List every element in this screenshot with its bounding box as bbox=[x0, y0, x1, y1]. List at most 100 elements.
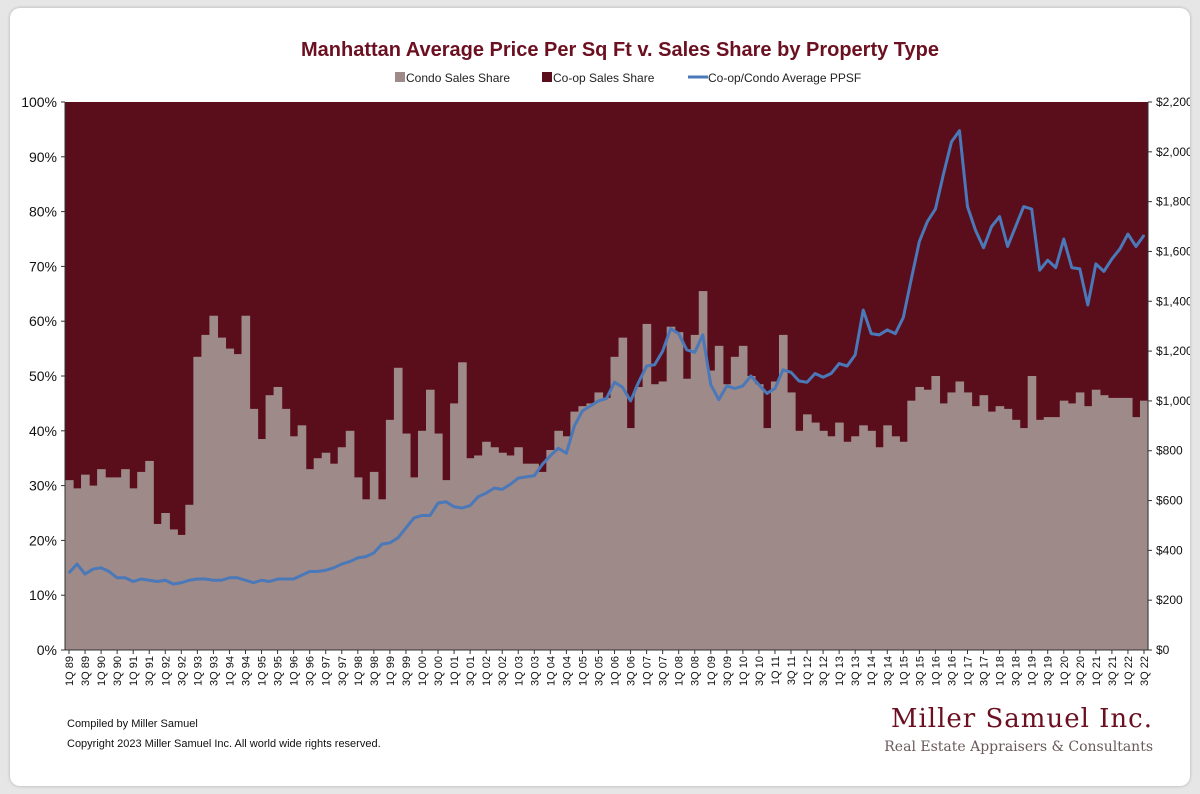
ppsf-point bbox=[509, 483, 512, 486]
y-right-tick-label: $1,600 bbox=[1156, 244, 1190, 258]
condo-bar bbox=[698, 291, 708, 650]
ppsf-point bbox=[685, 349, 688, 351]
x-tick-label: 3Q 01 bbox=[465, 656, 477, 686]
condo-bar bbox=[474, 455, 483, 650]
footer-copyright: Copyright 2023 Miller Samuel Inc. All wo… bbox=[67, 738, 381, 750]
ppsf-point bbox=[870, 332, 873, 335]
ppsf-point bbox=[92, 568, 94, 570]
x-tick-label: 3Q 15 bbox=[914, 656, 926, 686]
legend-label-condo: Condo Sales Share bbox=[406, 71, 510, 85]
condo-bar bbox=[121, 469, 130, 650]
ppsf-point bbox=[677, 332, 680, 335]
condo-bar bbox=[891, 436, 900, 650]
ppsf-point bbox=[180, 581, 183, 584]
chart-svg: Manhattan Average Price Per Sq Ft v. Sal… bbox=[21, 39, 1190, 755]
x-tick-label: 3Q 02 bbox=[497, 656, 509, 686]
condo-bar bbox=[65, 480, 74, 650]
ppsf-point bbox=[1014, 225, 1017, 228]
ppsf-point bbox=[533, 474, 536, 477]
x-tick-label: 1Q 02 bbox=[481, 656, 493, 686]
condo-bar bbox=[1003, 408, 1013, 650]
x-tick-label: 3Q 96 bbox=[305, 656, 317, 686]
x-tick-label: 3Q 06 bbox=[626, 656, 638, 686]
legend-label-ppsf: Co-op/Condo Average PPSF bbox=[708, 71, 861, 85]
condo-bar bbox=[803, 414, 812, 650]
condo-bar bbox=[642, 323, 652, 650]
condo-bar bbox=[153, 523, 162, 650]
condo-bar bbox=[281, 408, 291, 650]
x-tick-label: 1Q 96 bbox=[289, 656, 301, 686]
x-tick-label: 1Q 94 bbox=[224, 656, 236, 686]
condo-bar bbox=[995, 406, 1005, 650]
x-tick-label: 1Q 95 bbox=[257, 656, 269, 686]
x-tick-label: 1Q 17 bbox=[963, 656, 975, 686]
x-tick-label: 1Q 92 bbox=[160, 656, 172, 686]
ppsf-point bbox=[910, 278, 913, 280]
condo-bar bbox=[746, 376, 756, 650]
condo-bar bbox=[434, 433, 443, 650]
condo-bar bbox=[778, 334, 788, 650]
ppsf-point bbox=[1095, 263, 1097, 265]
ppsf-point bbox=[750, 375, 752, 377]
ppsf-point bbox=[982, 246, 985, 249]
ppsf-point bbox=[653, 363, 656, 366]
ppsf-point bbox=[742, 385, 744, 387]
ppsf-point bbox=[798, 380, 800, 382]
condo-bar bbox=[1123, 397, 1133, 650]
condo-bar bbox=[618, 337, 628, 650]
ppsf-point bbox=[541, 463, 544, 466]
ppsf-point bbox=[621, 386, 624, 389]
ppsf-point bbox=[822, 376, 824, 379]
condo-bar bbox=[883, 425, 892, 650]
condo-bar bbox=[1067, 403, 1077, 650]
x-tick-label: 3Q 94 bbox=[241, 656, 253, 686]
ppsf-point bbox=[84, 573, 86, 575]
chart-title: Manhattan Average Price Per Sq Ft v. Sal… bbox=[301, 39, 939, 61]
condo-bar bbox=[859, 425, 868, 650]
condo-bar bbox=[233, 354, 243, 650]
x-tick-label: 1Q 16 bbox=[930, 656, 942, 686]
condo-bar bbox=[113, 477, 122, 650]
ppsf-point bbox=[1079, 268, 1081, 270]
ppsf-point bbox=[461, 507, 463, 509]
x-tick-label: 3Q 11 bbox=[786, 656, 798, 685]
ppsf-point bbox=[389, 542, 391, 544]
ppsf-point bbox=[124, 576, 126, 579]
ppsf-point bbox=[421, 514, 423, 517]
y-left-tick-label: 20% bbox=[29, 532, 57, 548]
ppsf-point bbox=[1135, 245, 1137, 248]
condo-bar bbox=[658, 381, 668, 650]
condo-bar bbox=[955, 381, 965, 650]
ppsf-point bbox=[726, 385, 728, 387]
condo-bar bbox=[811, 422, 820, 650]
condo-bar bbox=[145, 460, 154, 650]
condo-bar bbox=[241, 315, 251, 650]
x-axis: 1Q 89 3Q 89 1Q 90 3Q 90 1Q 91 3Q 91 1Q 92 3Q 92… bbox=[64, 649, 1151, 686]
x-tick-label: 1Q 90 bbox=[96, 656, 108, 686]
ppsf-point bbox=[76, 563, 78, 565]
ppsf-point bbox=[766, 392, 768, 395]
condo-bar bbox=[514, 447, 523, 650]
condo-bar bbox=[730, 356, 740, 650]
x-tick-label: 3Q 22 bbox=[1139, 656, 1151, 686]
x-tick-label: 1Q 03 bbox=[513, 656, 525, 686]
condo-bar bbox=[313, 458, 323, 650]
ppsf-point bbox=[774, 387, 776, 390]
ppsf-point bbox=[68, 571, 70, 574]
y-right-tick-label: $2,200 bbox=[1156, 95, 1190, 109]
condo-bar bbox=[714, 345, 724, 650]
ppsf-point bbox=[1062, 238, 1065, 240]
condo-bar bbox=[1131, 417, 1141, 650]
condo-bar bbox=[97, 469, 106, 650]
x-tick-label: 3Q 90 bbox=[112, 656, 124, 686]
ppsf-point bbox=[926, 220, 929, 223]
logo-name: Miller Samuel Inc. bbox=[891, 704, 1153, 734]
condo-bar bbox=[851, 436, 860, 650]
ppsf-point bbox=[308, 570, 311, 573]
condo-bar bbox=[466, 458, 475, 650]
condo-bar bbox=[819, 430, 828, 650]
ppsf-point bbox=[557, 447, 560, 450]
condo-bar bbox=[129, 488, 138, 650]
logo-tagline: Real Estate Appraisers & Consultants bbox=[884, 739, 1153, 755]
ppsf-point bbox=[332, 567, 335, 569]
